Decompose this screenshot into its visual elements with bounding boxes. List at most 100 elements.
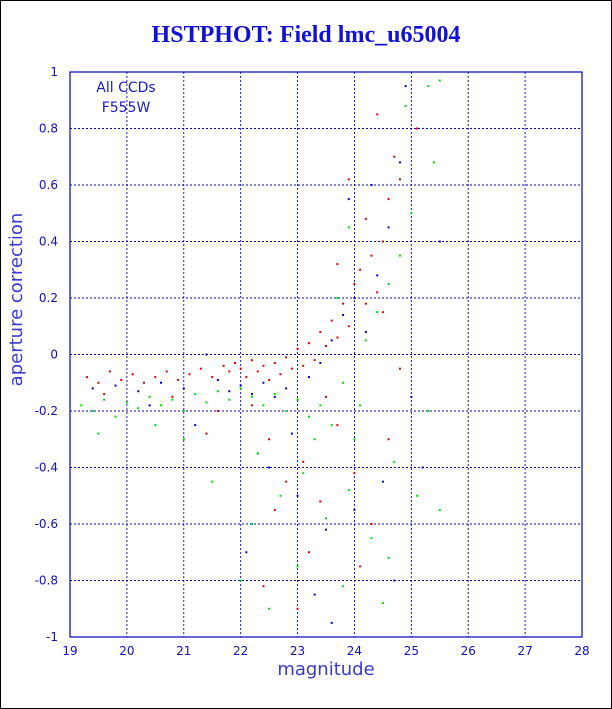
data-point: [233, 361, 236, 364]
data-point: [353, 297, 356, 299]
data-point: [296, 494, 299, 497]
data-point: [398, 161, 401, 164]
data-point: [108, 370, 111, 373]
data-point: [273, 395, 276, 398]
y-tick-label: 0.4: [39, 235, 58, 249]
y-tick-label: 0.6: [39, 178, 58, 192]
data-point: [342, 585, 345, 588]
data-point: [182, 387, 185, 390]
data-point: [410, 395, 413, 398]
data-point: [313, 593, 316, 596]
data-point: [262, 381, 265, 384]
data-point: [342, 313, 345, 316]
data-point: [381, 311, 384, 314]
data-point: [228, 390, 231, 393]
data-point: [387, 556, 390, 559]
data-point: [137, 407, 140, 410]
data-point: [319, 361, 322, 364]
data-point: [256, 370, 259, 373]
data-point: [376, 274, 379, 277]
data-point: [307, 551, 310, 554]
data-point: [364, 217, 367, 220]
data-point: [398, 178, 401, 181]
y-tick-label: -1: [46, 630, 58, 644]
x-tick-label: 22: [233, 644, 248, 658]
data-point: [125, 401, 128, 404]
data-point: [387, 438, 390, 441]
data-point: [330, 319, 333, 322]
data-point: [393, 460, 396, 463]
data-point: [347, 226, 350, 229]
x-tick-label: 25: [404, 644, 419, 658]
data-point: [142, 381, 145, 384]
data-point: [148, 395, 151, 398]
data-point: [438, 240, 441, 243]
data-point: [313, 438, 316, 441]
data-point: [268, 607, 271, 610]
data-point: [97, 432, 100, 435]
data-point: [245, 376, 248, 379]
data-point: [205, 401, 208, 404]
data-point: [268, 466, 271, 469]
data-point: [268, 378, 271, 381]
data-point: [370, 537, 373, 540]
data-point: [245, 551, 248, 554]
data-point: [114, 415, 117, 418]
y-tick-label: 0.2: [39, 291, 58, 305]
x-tick-label: 27: [517, 644, 532, 658]
data-point: [97, 381, 100, 384]
data-point: [330, 621, 333, 624]
data-point: [160, 381, 163, 384]
data-point: [279, 494, 282, 497]
data-point: [290, 432, 293, 435]
data-point: [353, 438, 356, 441]
data-point: [353, 508, 356, 511]
data-point: [325, 517, 327, 520]
data-point: [302, 472, 305, 475]
legend-line-1: All CCDs: [96, 80, 155, 96]
grid-lines: [70, 72, 582, 637]
data-point: [222, 364, 225, 367]
data-point: [421, 466, 424, 469]
data-point: [194, 393, 197, 396]
y-axis-label: aperture correction: [6, 213, 27, 387]
data-point: [256, 452, 259, 455]
data-point: [120, 378, 123, 381]
data-point: [381, 240, 384, 243]
data-point: [273, 508, 276, 511]
data-point: [381, 602, 384, 605]
data-point: [325, 395, 327, 398]
data-point: [205, 432, 208, 435]
data-point: [296, 347, 299, 350]
data-point: [228, 398, 231, 401]
data-point: [239, 579, 242, 582]
data-point: [387, 198, 390, 201]
data-point: [114, 384, 117, 387]
data-point: [313, 359, 316, 362]
data-point: [325, 345, 327, 348]
data-point: [359, 404, 362, 407]
data-point: [404, 104, 407, 107]
data-point: [307, 342, 310, 345]
data-point: [199, 367, 202, 370]
data-point: [319, 330, 322, 333]
y-tick-label: -0.2: [35, 404, 58, 418]
data-point: [325, 528, 327, 531]
y-tick-label: -0.6: [35, 517, 58, 531]
data-point: [239, 387, 242, 390]
y-tick-label: -0.4: [35, 461, 58, 475]
data-point: [165, 370, 168, 373]
data-point: [177, 378, 180, 381]
data-point: [91, 387, 94, 390]
data-point: [285, 410, 288, 412]
y-tick-label: 0.8: [39, 122, 58, 136]
data-point: [359, 268, 362, 271]
data-point: [416, 494, 419, 497]
data-point: [160, 404, 163, 407]
data-point: [251, 359, 254, 362]
data-point: [103, 393, 106, 396]
data-point: [427, 85, 430, 88]
data-point: [239, 384, 242, 387]
data-point: [290, 367, 293, 370]
